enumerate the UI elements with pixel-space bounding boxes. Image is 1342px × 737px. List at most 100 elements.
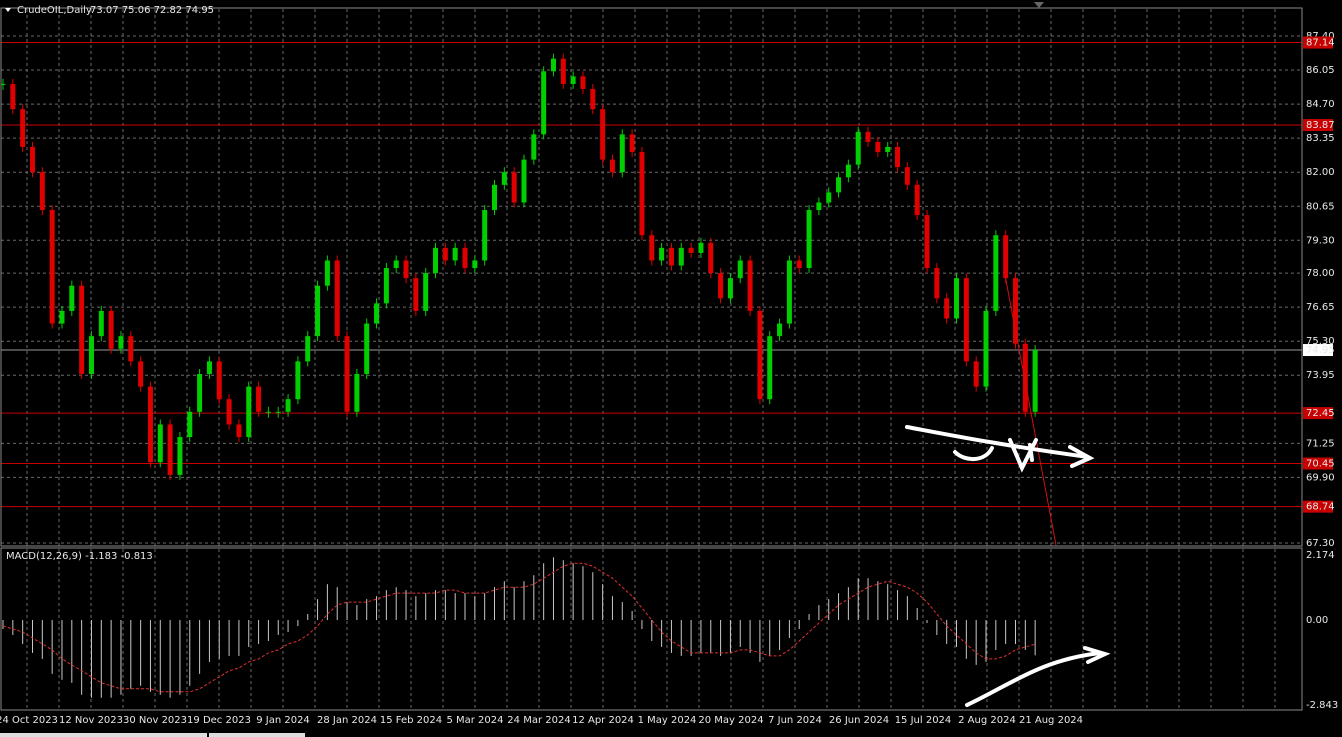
candle <box>374 303 380 324</box>
x-tick-label: 19 Dec 2023 <box>187 715 251 726</box>
candle <box>993 235 999 311</box>
candle <box>629 134 635 153</box>
candle <box>187 411 193 438</box>
candle <box>973 361 979 387</box>
candle <box>747 260 753 311</box>
symbol: CrudeOIL,Daily <box>17 5 92 16</box>
candle <box>668 247 674 266</box>
candle <box>393 260 399 269</box>
candle <box>138 361 144 387</box>
candle <box>433 247 439 274</box>
candle <box>1003 235 1009 279</box>
candle <box>79 285 85 374</box>
candle <box>98 310 104 337</box>
candle <box>954 278 960 319</box>
candle <box>639 152 645 236</box>
candle <box>698 242 704 253</box>
tab[interactable] <box>209 733 305 737</box>
x-tick-label: 15 Feb 2024 <box>380 715 442 726</box>
candle <box>49 210 55 324</box>
candle <box>904 167 910 185</box>
candle <box>875 141 881 153</box>
candle <box>737 260 743 279</box>
y-tick-label: 76.65 <box>1306 302 1335 313</box>
candle <box>20 109 26 147</box>
menu-arrow <box>5 8 11 12</box>
x-tick-label: 24 Mar 2024 <box>507 715 570 726</box>
x-tick-label: 30 Nov 2023 <box>123 715 187 726</box>
candle <box>285 399 291 412</box>
candle <box>69 285 75 311</box>
y-tick-label: 0.00 <box>1306 615 1328 626</box>
x-tick-label: 1 May 2024 <box>638 715 697 726</box>
macd-title: MACD(12,26,9) -1.183 -0.813 <box>6 551 153 562</box>
candle <box>88 336 94 374</box>
candle <box>845 164 851 178</box>
candle <box>895 146 901 168</box>
candle <box>128 336 134 362</box>
candle <box>256 386 262 412</box>
last-price-label: 74.95 <box>1306 345 1335 356</box>
level-label: 72.45 <box>1306 408 1335 419</box>
candle <box>108 310 114 349</box>
x-tick-label: 15 Jul 2024 <box>895 715 952 726</box>
candle <box>836 177 842 193</box>
y-tick-label: 71.25 <box>1306 438 1335 449</box>
scroll-marker <box>1034 2 1044 8</box>
candle <box>885 146 891 153</box>
candle <box>727 278 733 299</box>
candle <box>442 247 448 261</box>
candle <box>324 260 330 286</box>
y-tick-label: 75.30 <box>1306 336 1335 347</box>
x-tick-label: 20 May 2024 <box>698 715 763 726</box>
y-tick-label: 73.95 <box>1306 370 1335 381</box>
candle <box>580 76 586 89</box>
candle <box>265 411 271 413</box>
candle <box>59 310 65 324</box>
y-tick-label: 78.00 <box>1306 268 1335 279</box>
candle <box>1022 343 1028 412</box>
candle <box>649 235 655 261</box>
candle <box>678 247 684 266</box>
tab[interactable] <box>0 733 207 737</box>
candle <box>315 285 321 337</box>
level-tag <box>1303 119 1333 132</box>
y-tick-label: 87.40 <box>1306 31 1335 42</box>
y-tick-label: 84.70 <box>1306 99 1335 110</box>
candle <box>934 268 940 299</box>
candle <box>806 210 812 269</box>
candle <box>619 134 625 173</box>
y-tick-label: 67.30 <box>1306 538 1335 549</box>
x-tick-label: 2 Aug 2024 <box>958 715 1016 726</box>
candle <box>1012 278 1018 344</box>
candle <box>560 58 566 84</box>
candle <box>452 247 458 261</box>
candle <box>403 260 409 279</box>
candle <box>423 273 429 311</box>
candle <box>472 260 478 269</box>
level-label: 70.45 <box>1306 459 1335 470</box>
candle <box>206 361 212 374</box>
candle <box>570 76 576 84</box>
candle <box>786 260 792 324</box>
y-tick-label: 79.30 <box>1306 235 1335 246</box>
y-tick-label: 69.90 <box>1306 472 1335 483</box>
candle <box>177 437 183 475</box>
y-tick-label: 86.05 <box>1306 65 1335 76</box>
candle <box>305 336 311 362</box>
candle <box>944 298 950 319</box>
x-tick-label: 28 Jan 2024 <box>317 715 377 726</box>
candle <box>777 323 783 337</box>
level-tag <box>1303 457 1333 470</box>
candle <box>364 323 370 374</box>
price-pane-frame <box>0 7 1303 547</box>
y-tick-label: 80.65 <box>1306 201 1335 212</box>
candle <box>550 58 556 72</box>
x-tick-label: 9 Jan 2024 <box>256 715 310 726</box>
grid <box>1 9 1302 709</box>
candle <box>462 247 468 269</box>
level-tag <box>1303 36 1333 49</box>
candle <box>796 260 802 269</box>
candle <box>197 373 203 412</box>
